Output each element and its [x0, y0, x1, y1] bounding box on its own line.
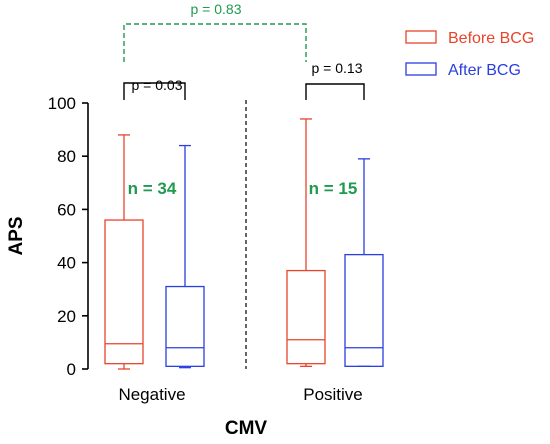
box-after-bcg-negative — [165, 144, 205, 369]
iqr-box — [165, 285, 205, 367]
p-value-label: p = 0.03 — [132, 77, 183, 93]
p-value-label: p = 0.13 — [312, 60, 363, 76]
legend-label: Before BCG — [448, 30, 534, 47]
box-after-bcg-positive — [344, 158, 384, 367]
sample-size-label: n = 34 — [128, 179, 177, 198]
sample-size-label: n = 15 — [309, 179, 358, 198]
legend-swatch — [405, 62, 437, 76]
y-axis: 0 20 40 60 80 100 Negative Positive — [48, 94, 363, 404]
y-tick-label: 20 — [57, 307, 76, 326]
boxes — [104, 118, 384, 370]
x-axis-title: CMV — [225, 418, 268, 439]
y-tick-label: 80 — [57, 147, 76, 166]
y-tick-label: 100 — [48, 94, 76, 113]
comparison-bracket — [123, 82, 186, 100]
iqr-box — [344, 253, 384, 367]
box-before-bcg-positive — [286, 118, 326, 367]
x-tick-label: Negative — [118, 385, 185, 404]
box-before-bcg-negative — [104, 134, 144, 370]
x-tick-label: Positive — [303, 385, 363, 404]
y-tick-label: 40 — [57, 254, 76, 273]
iqr-box — [104, 219, 144, 365]
legend-label: After BCG — [448, 62, 521, 79]
annotations: n = 34 n = 15 p = 0.03 p = 0.13 p = 0.83 — [123, 1, 365, 198]
legend-swatch — [405, 30, 437, 44]
y-tick-label: 0 — [67, 360, 76, 379]
legend: Before BCG After BCG — [405, 30, 534, 79]
iqr-box — [286, 269, 326, 365]
p-value-label: p = 0.83 — [191, 1, 242, 17]
y-axis-title: APS — [6, 216, 27, 255]
y-tick-label: 60 — [57, 200, 76, 219]
comparison-bracket — [305, 83, 365, 100]
comparison-bracket-dashed — [123, 23, 307, 62]
